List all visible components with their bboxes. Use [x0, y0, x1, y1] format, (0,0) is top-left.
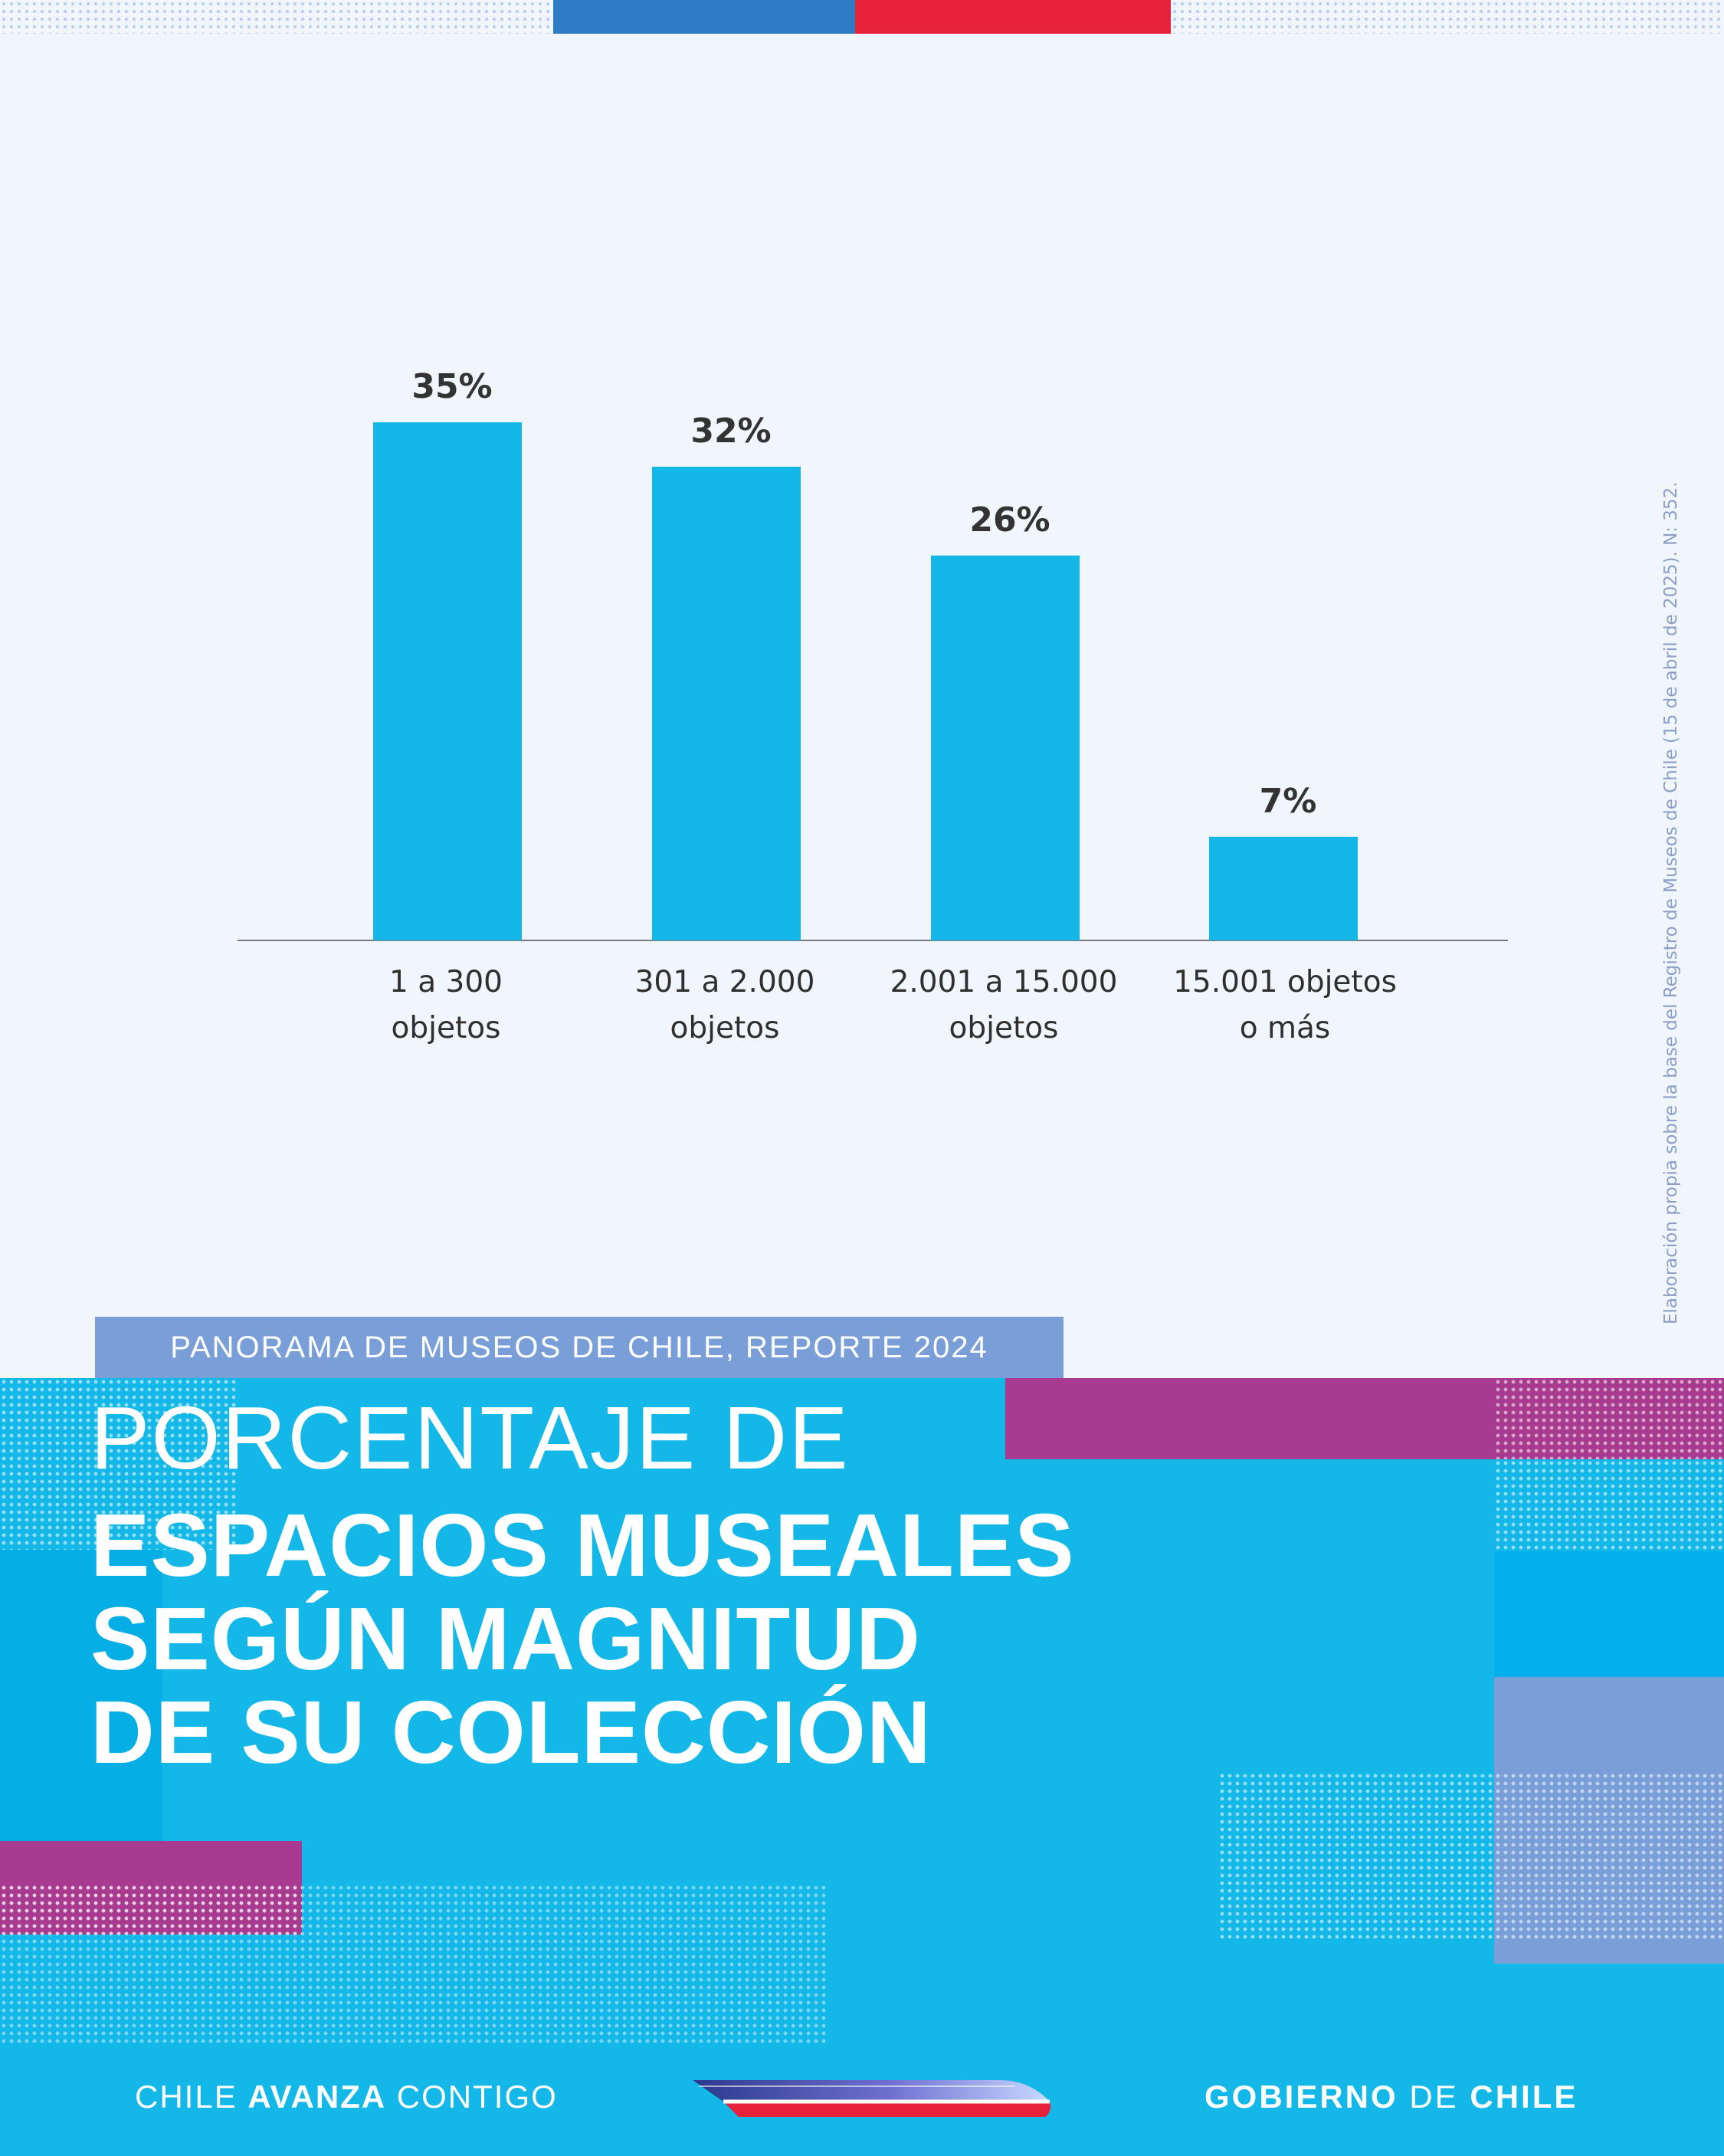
- value-label-4: 7%: [1260, 782, 1317, 821]
- title-line-1: PORCENTAJE DE: [90, 1388, 850, 1488]
- top-dotted-band-right: [1171, 0, 1724, 34]
- dotted-block: [0, 1884, 826, 2045]
- footer-government-bold: CHILE: [1470, 2079, 1578, 2115]
- category-label-4-line-1: 15.001 objetos: [1173, 965, 1397, 999]
- deco-magenta-bar: [1005, 1378, 1494, 1459]
- footer-government-part: DE: [1398, 2079, 1470, 2115]
- value-label-1: 35%: [411, 367, 492, 406]
- report-tag: PANORAMA DE MUSEOS DE CHILE, REPORTE 202…: [95, 1317, 1064, 1378]
- title-line-2: ESPACIOS MUSEALES: [90, 1495, 1075, 1595]
- footer-slogan: CHILE AVANZA CONTIGO: [135, 2079, 558, 2115]
- footer-slogan-part: CONTIGO: [386, 2079, 558, 2115]
- value-label-2: 32%: [690, 412, 771, 451]
- top-dotted-band-left: [0, 0, 553, 34]
- deco-block: [1494, 1551, 1724, 1677]
- bar-2: [652, 466, 801, 940]
- footer-government-bold: GOBIERNO: [1205, 2079, 1398, 2115]
- category-label-3-line-2: objetos: [949, 1011, 1059, 1045]
- deco-magenta-dots: [0, 1884, 302, 1934]
- bar-3: [931, 555, 1080, 940]
- title-line-3: SEGÚN MAGNITUD: [90, 1589, 921, 1688]
- category-label-4-line-2: o más: [1240, 1011, 1330, 1045]
- footer-government: GOBIERNO DE CHILE: [1205, 2079, 1578, 2115]
- dotted-block: [1494, 1459, 1724, 1551]
- category-label-2-line-1: 301 a 2.000: [635, 965, 815, 999]
- flag-stripe-red: [855, 0, 1171, 34]
- category-label-1-line-1: 1 a 300: [389, 965, 503, 999]
- source-note: Elaboración propia sobre la base del Reg…: [1661, 481, 1681, 1324]
- category-label-1-line-2: objetos: [392, 1011, 501, 1045]
- flag-stripe-blue: [553, 0, 855, 34]
- value-label-3: 26%: [969, 500, 1050, 540]
- dotted-block: [1218, 1772, 1724, 1941]
- footer-slogan-part: CHILE: [135, 2079, 248, 2115]
- government-logo-icon: [693, 2080, 1051, 2117]
- deco-block: [0, 1550, 162, 1841]
- deco-magenta-dots: [1494, 1378, 1724, 1459]
- bar-4: [1209, 836, 1358, 940]
- category-label-2-line-2: objetos: [670, 1011, 780, 1045]
- dotted-block: [0, 1378, 239, 1550]
- category-label-3-line-1: 2.001 a 15.000: [890, 965, 1118, 999]
- bar-1: [373, 422, 522, 940]
- title-line-4: DE SU COLECCIÓN: [90, 1682, 932, 1782]
- title-panel: [0, 1378, 1724, 2156]
- footer-slogan-bold: AVANZA: [247, 2079, 387, 2115]
- bar-chart: 35% 1 a 300 objetos 32% 301 a 2.000 objetos 26…: [238, 367, 1508, 1045]
